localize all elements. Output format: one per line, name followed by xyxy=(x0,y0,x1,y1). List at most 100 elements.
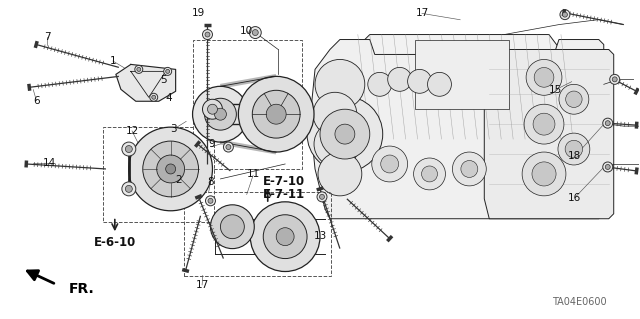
Polygon shape xyxy=(415,40,509,109)
Circle shape xyxy=(388,67,412,91)
Text: 9: 9 xyxy=(209,139,215,149)
Circle shape xyxy=(428,72,451,96)
Polygon shape xyxy=(116,64,175,101)
Circle shape xyxy=(250,26,261,39)
Circle shape xyxy=(534,68,554,87)
Circle shape xyxy=(461,160,478,177)
Circle shape xyxy=(202,99,223,119)
Circle shape xyxy=(157,155,184,183)
Circle shape xyxy=(252,90,300,138)
Text: 2: 2 xyxy=(175,175,182,185)
Circle shape xyxy=(315,59,365,109)
Circle shape xyxy=(122,142,136,156)
Text: 1: 1 xyxy=(109,56,116,66)
Text: 4: 4 xyxy=(165,93,172,103)
Circle shape xyxy=(533,113,555,135)
Circle shape xyxy=(522,152,566,196)
Circle shape xyxy=(205,196,216,206)
Circle shape xyxy=(452,152,486,186)
Text: 16: 16 xyxy=(568,193,582,203)
Text: 3: 3 xyxy=(170,124,177,134)
Circle shape xyxy=(193,86,248,142)
Text: 12: 12 xyxy=(125,126,139,136)
Circle shape xyxy=(335,124,355,144)
Circle shape xyxy=(143,141,198,197)
Text: 17: 17 xyxy=(415,8,429,19)
Circle shape xyxy=(226,145,231,150)
Circle shape xyxy=(563,12,568,17)
Circle shape xyxy=(318,152,362,196)
Circle shape xyxy=(263,215,307,259)
Circle shape xyxy=(125,185,132,192)
Polygon shape xyxy=(484,49,614,219)
Circle shape xyxy=(266,104,286,124)
Circle shape xyxy=(276,228,294,246)
Circle shape xyxy=(559,84,589,114)
Text: E-6-10: E-6-10 xyxy=(93,235,136,249)
Circle shape xyxy=(610,74,620,84)
Text: 6: 6 xyxy=(33,96,40,106)
Circle shape xyxy=(205,98,236,130)
Circle shape xyxy=(558,133,590,165)
Circle shape xyxy=(317,192,327,202)
Circle shape xyxy=(381,155,399,173)
Circle shape xyxy=(320,109,370,159)
Circle shape xyxy=(526,59,562,95)
Circle shape xyxy=(252,30,259,35)
Circle shape xyxy=(208,198,213,203)
Circle shape xyxy=(164,67,172,75)
Circle shape xyxy=(566,91,582,108)
Circle shape xyxy=(368,72,392,96)
Circle shape xyxy=(560,10,570,19)
Circle shape xyxy=(314,121,360,167)
Text: 19: 19 xyxy=(192,8,205,19)
Text: 17: 17 xyxy=(195,280,209,290)
Circle shape xyxy=(125,145,132,152)
Circle shape xyxy=(207,104,218,114)
Circle shape xyxy=(137,67,141,71)
Circle shape xyxy=(220,215,244,239)
Circle shape xyxy=(372,146,408,182)
Circle shape xyxy=(307,96,383,172)
Text: FR.: FR. xyxy=(68,282,94,296)
Polygon shape xyxy=(355,34,564,139)
Circle shape xyxy=(122,182,136,196)
Circle shape xyxy=(408,70,431,93)
Circle shape xyxy=(223,142,234,152)
Circle shape xyxy=(612,77,617,82)
Circle shape xyxy=(603,118,612,128)
Circle shape xyxy=(565,140,582,158)
Circle shape xyxy=(152,95,156,99)
Text: 11: 11 xyxy=(246,169,260,179)
Circle shape xyxy=(166,164,175,174)
Circle shape xyxy=(166,70,170,73)
Text: E-7-11: E-7-11 xyxy=(262,188,305,201)
Text: 5: 5 xyxy=(161,75,167,85)
Circle shape xyxy=(313,92,357,136)
Text: E-7-10: E-7-10 xyxy=(262,175,305,188)
Circle shape xyxy=(605,121,610,126)
Circle shape xyxy=(413,158,445,190)
Text: 10: 10 xyxy=(240,26,253,36)
Circle shape xyxy=(422,166,438,182)
Text: 14: 14 xyxy=(42,158,56,168)
Polygon shape xyxy=(310,40,604,219)
Circle shape xyxy=(150,93,157,101)
Circle shape xyxy=(202,30,212,40)
Circle shape xyxy=(524,104,564,144)
Circle shape xyxy=(605,165,610,169)
Circle shape xyxy=(129,127,212,211)
Circle shape xyxy=(135,65,143,73)
Circle shape xyxy=(532,162,556,186)
Text: 7: 7 xyxy=(44,32,51,42)
Text: 15: 15 xyxy=(549,85,563,95)
Circle shape xyxy=(603,162,612,172)
Text: TA04E0600: TA04E0600 xyxy=(552,297,607,308)
Text: 8: 8 xyxy=(207,177,214,187)
Circle shape xyxy=(238,76,314,152)
Text: 18: 18 xyxy=(568,151,582,161)
Circle shape xyxy=(211,205,254,249)
Circle shape xyxy=(250,202,320,271)
Circle shape xyxy=(214,108,227,120)
Circle shape xyxy=(205,32,210,37)
